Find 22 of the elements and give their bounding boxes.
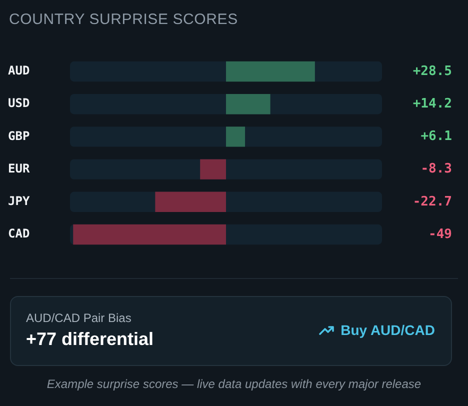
data-label: +14.2 xyxy=(412,96,452,112)
bar xyxy=(226,94,270,114)
y-tick-label: USD xyxy=(8,96,30,110)
y-tick-label: EUR xyxy=(8,161,30,176)
bar xyxy=(155,192,226,212)
text: +77 differential xyxy=(26,329,154,350)
text: AUD/CAD Pair Bias xyxy=(26,311,132,325)
data-label: +28.5 xyxy=(412,64,452,79)
y-tick-label: CAD xyxy=(8,226,30,241)
data-label: -8.3 xyxy=(420,162,452,177)
data-label: +6.1 xyxy=(420,129,452,144)
bar xyxy=(226,126,246,147)
bar xyxy=(200,159,226,180)
data-label: -49 xyxy=(428,226,452,242)
y-tick-label: GBP xyxy=(8,128,30,143)
bar xyxy=(226,61,315,82)
chart-title: COUNTRY SURPRISE SCORES xyxy=(9,11,238,28)
y-tick-label: JPY xyxy=(8,194,30,208)
text: Buy AUD/CAD xyxy=(340,322,435,338)
y-tick-label: AUD xyxy=(8,64,30,78)
data-label: -22.7 xyxy=(412,194,452,210)
text: Example surprise scores — live data updates with every major release xyxy=(46,377,422,391)
